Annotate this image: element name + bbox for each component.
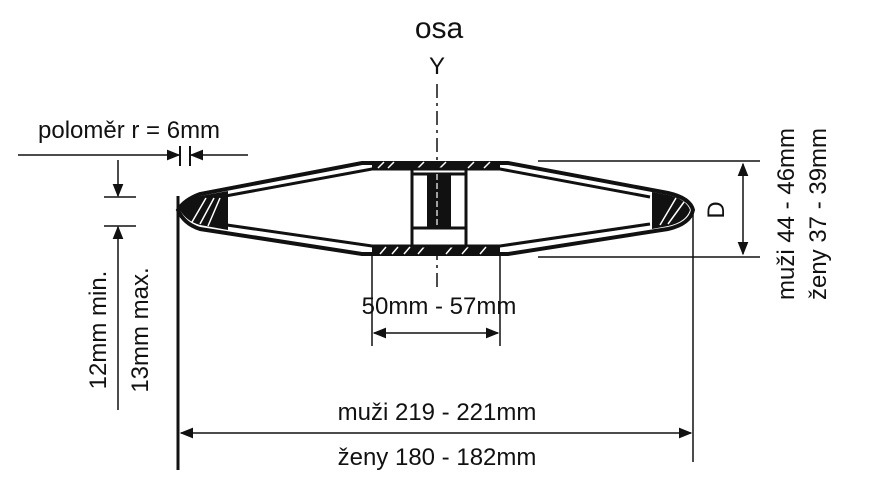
edge-min-label: 12mm min. — [85, 271, 112, 390]
axis-title: osa — [415, 12, 464, 45]
edge-max-label: 13mm max. — [127, 267, 154, 392]
thickness-women-label: ženy 37 - 39mm — [805, 128, 832, 300]
hub-label: 50mm - 57mm — [362, 293, 517, 320]
discus-bottom-plate-hatch — [379, 246, 487, 255]
discus-hub-core — [427, 174, 451, 228]
discus-bottom-plate — [372, 246, 500, 255]
thickness-men-label: muži 44 - 46mm — [773, 128, 800, 300]
discus-left-rim — [180, 191, 228, 230]
diameter-women-label: ženy 180 - 182mm — [338, 444, 537, 471]
thickness-letter: D — [703, 201, 730, 218]
discus-top-plate — [372, 161, 500, 169]
discus-body — [175, 161, 696, 256]
discus-left-rim-hatch — [191, 197, 221, 227]
radius-label: poloměr r = 6mm — [38, 117, 220, 144]
discus-right-rim-hatch — [659, 197, 685, 226]
discus-right-rim — [652, 192, 690, 229]
axis-letter: Y — [429, 53, 445, 80]
discus-top-plate-hatch — [377, 161, 491, 169]
diameter-men-label: muži 219 - 221mm — [338, 399, 537, 426]
